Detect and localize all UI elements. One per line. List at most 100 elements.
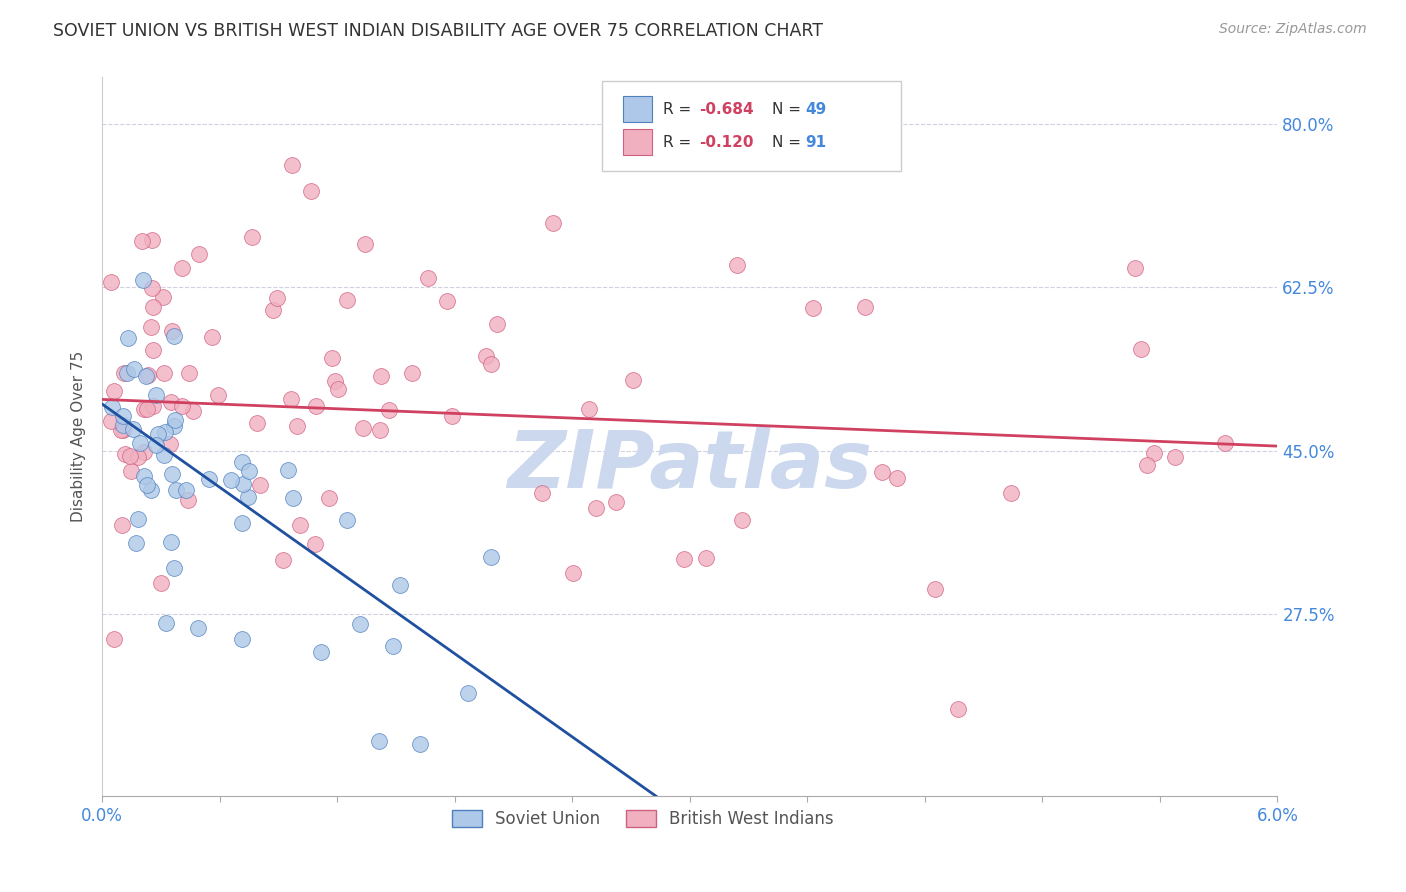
Text: 49: 49 [806, 102, 827, 117]
Point [135, 368, 157, 383]
Point [1000, 485, 1022, 500]
Point [150, 575, 173, 590]
Point [207, 388, 229, 402]
Point [530, 486, 553, 500]
Point [409, 737, 432, 751]
Point [163, 412, 186, 426]
Point [924, 582, 946, 597]
Point [352, 421, 374, 435]
Point [1130, 342, 1153, 356]
Point [114, 446, 136, 460]
Legend: Soviet Union, British West Indians: Soviet Union, British West Indians [446, 803, 841, 835]
Point [231, 632, 253, 646]
Point [318, 491, 340, 505]
Point [181, 403, 204, 417]
Point [731, 513, 754, 527]
Point [249, 478, 271, 492]
Point [219, 473, 242, 487]
Point [401, 366, 423, 380]
Point [141, 233, 163, 247]
Point [474, 350, 496, 364]
Point [132, 272, 155, 286]
Point [262, 303, 284, 318]
Point [309, 645, 332, 659]
Point [174, 483, 197, 497]
Point [231, 516, 253, 531]
Point [336, 513, 359, 527]
Point [280, 392, 302, 406]
Point [277, 463, 299, 477]
Point [159, 437, 181, 451]
Point [336, 293, 359, 307]
Point [853, 301, 876, 315]
FancyBboxPatch shape [623, 129, 652, 155]
Point [457, 686, 479, 700]
Point [142, 400, 165, 414]
Point [141, 483, 163, 498]
Text: N =: N = [772, 102, 806, 117]
Point [141, 281, 163, 295]
Point [285, 418, 308, 433]
Point [122, 361, 145, 376]
Point [112, 423, 135, 437]
Text: -0.120: -0.120 [699, 135, 754, 150]
Point [135, 401, 157, 416]
Point [122, 422, 145, 436]
Point [163, 561, 186, 575]
Point [136, 478, 159, 492]
Point [231, 455, 253, 469]
Point [946, 702, 969, 716]
Point [100, 275, 122, 289]
Point [134, 401, 156, 416]
Point [117, 366, 139, 380]
Point [321, 351, 343, 366]
Point [281, 491, 304, 505]
Point [170, 399, 193, 413]
Point [305, 400, 328, 414]
Point [440, 409, 463, 423]
Point [486, 317, 509, 331]
Text: ZIPatlas: ZIPatlas [508, 426, 872, 505]
Point [112, 417, 135, 432]
Point [886, 471, 908, 485]
Point [378, 403, 401, 417]
Point [479, 549, 502, 564]
Point [304, 537, 326, 551]
Point [562, 566, 585, 580]
Point [127, 512, 149, 526]
Point [155, 615, 177, 630]
Point [198, 472, 221, 486]
Point [280, 158, 302, 172]
Point [155, 425, 177, 440]
Point [132, 468, 155, 483]
Point [100, 401, 122, 415]
Point [238, 464, 260, 478]
Point [370, 423, 392, 437]
Point [160, 324, 183, 338]
Point [1123, 260, 1146, 275]
Point [117, 331, 139, 345]
Point [200, 330, 222, 344]
Point [120, 449, 142, 463]
Point [349, 617, 371, 632]
Point [672, 552, 695, 566]
Point [111, 518, 134, 533]
Point [271, 552, 294, 566]
Point [145, 387, 167, 401]
Point [290, 518, 312, 533]
Text: R =: R = [662, 102, 696, 117]
Point [416, 271, 439, 285]
Text: N =: N = [772, 135, 806, 150]
Point [232, 476, 254, 491]
Point [152, 290, 174, 304]
Point [325, 374, 347, 388]
Point [370, 368, 392, 383]
Point [381, 639, 404, 653]
Point [177, 493, 200, 508]
Text: SOVIET UNION VS BRITISH WEST INDIAN DISABILITY AGE OVER 75 CORRELATION CHART: SOVIET UNION VS BRITISH WEST INDIAN DISA… [53, 22, 824, 40]
Point [578, 401, 600, 416]
Point [1213, 436, 1236, 450]
Point [299, 185, 322, 199]
Point [188, 247, 211, 261]
Point [152, 449, 174, 463]
